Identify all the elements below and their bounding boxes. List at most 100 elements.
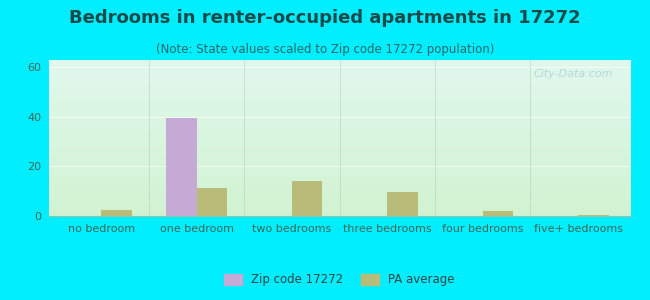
Bar <box>49 88 630 90</box>
Bar <box>49 141 630 143</box>
Bar <box>49 172 630 174</box>
Bar <box>49 99 630 100</box>
Bar <box>49 69 630 71</box>
Bar <box>49 200 630 202</box>
Bar <box>387 193 418 216</box>
Bar <box>49 94 630 96</box>
Bar <box>49 210 630 211</box>
Bar <box>49 60 630 61</box>
Bar <box>49 149 630 151</box>
Bar <box>49 146 630 147</box>
Bar <box>49 129 630 130</box>
Bar <box>49 68 630 69</box>
Bar <box>49 152 630 154</box>
Bar <box>49 83 630 85</box>
Bar <box>49 90 630 91</box>
Bar <box>49 143 630 144</box>
Bar <box>49 191 630 193</box>
Bar <box>49 171 630 172</box>
Bar <box>49 65 630 66</box>
Bar <box>49 194 630 196</box>
Bar <box>49 203 630 205</box>
Bar <box>49 197 630 199</box>
Bar <box>49 100 630 102</box>
Bar <box>101 210 132 216</box>
Bar <box>49 169 630 171</box>
Bar <box>49 133 630 135</box>
Bar <box>49 160 630 161</box>
Bar <box>49 166 630 168</box>
Bar <box>49 130 630 132</box>
Bar <box>49 213 630 214</box>
Bar <box>49 185 630 186</box>
Text: City-Data.com: City-Data.com <box>534 69 613 80</box>
Bar <box>49 177 630 178</box>
Bar <box>49 110 630 112</box>
Bar <box>49 79 630 80</box>
Bar <box>49 202 630 203</box>
Bar <box>49 154 630 155</box>
Bar <box>49 127 630 129</box>
Bar <box>49 115 630 116</box>
Bar <box>483 211 514 216</box>
Bar <box>49 85 630 86</box>
Bar <box>49 157 630 158</box>
Bar <box>49 71 630 73</box>
Bar <box>49 132 630 133</box>
Bar <box>49 180 630 182</box>
Bar <box>49 118 630 119</box>
Bar <box>49 74 630 76</box>
Bar <box>49 76 630 77</box>
Bar <box>49 168 630 169</box>
Bar <box>49 190 630 191</box>
Bar <box>49 174 630 176</box>
Bar <box>49 178 630 180</box>
Bar <box>49 205 630 207</box>
Bar <box>49 164 630 166</box>
Bar <box>49 186 630 188</box>
Legend: Zip code 17272, PA average: Zip code 17272, PA average <box>220 269 460 291</box>
Bar <box>49 102 630 104</box>
Bar <box>49 91 630 93</box>
Bar <box>49 96 630 98</box>
Bar <box>49 138 630 140</box>
Bar <box>49 121 630 122</box>
Bar <box>49 199 630 200</box>
Bar <box>49 113 630 115</box>
Bar <box>49 66 630 68</box>
Bar <box>49 119 630 121</box>
Bar <box>49 108 630 110</box>
Bar <box>49 208 630 210</box>
Bar <box>49 196 630 197</box>
Bar <box>49 182 630 183</box>
Bar <box>49 82 630 83</box>
Bar <box>49 77 630 79</box>
Bar <box>49 105 630 107</box>
Bar <box>49 136 630 138</box>
Bar <box>49 122 630 124</box>
Bar <box>49 61 630 63</box>
Bar <box>49 140 630 141</box>
Bar <box>49 124 630 125</box>
Bar <box>49 80 630 82</box>
Bar <box>49 176 630 177</box>
Bar <box>49 125 630 127</box>
Bar <box>49 86 630 88</box>
Bar <box>49 116 630 118</box>
Bar <box>49 161 630 163</box>
Bar <box>578 214 608 216</box>
Text: (Note: State values scaled to Zip code 17272 population): (Note: State values scaled to Zip code 1… <box>156 44 494 56</box>
Bar <box>49 73 630 74</box>
Bar <box>49 193 630 194</box>
Bar <box>49 63 630 65</box>
Bar <box>49 147 630 149</box>
Bar <box>49 155 630 157</box>
Bar <box>49 163 630 164</box>
Bar <box>49 188 630 190</box>
Bar <box>49 158 630 160</box>
Bar <box>49 104 630 105</box>
Bar <box>49 107 630 108</box>
Bar <box>49 144 630 146</box>
Bar <box>49 93 630 94</box>
Bar <box>196 188 227 216</box>
